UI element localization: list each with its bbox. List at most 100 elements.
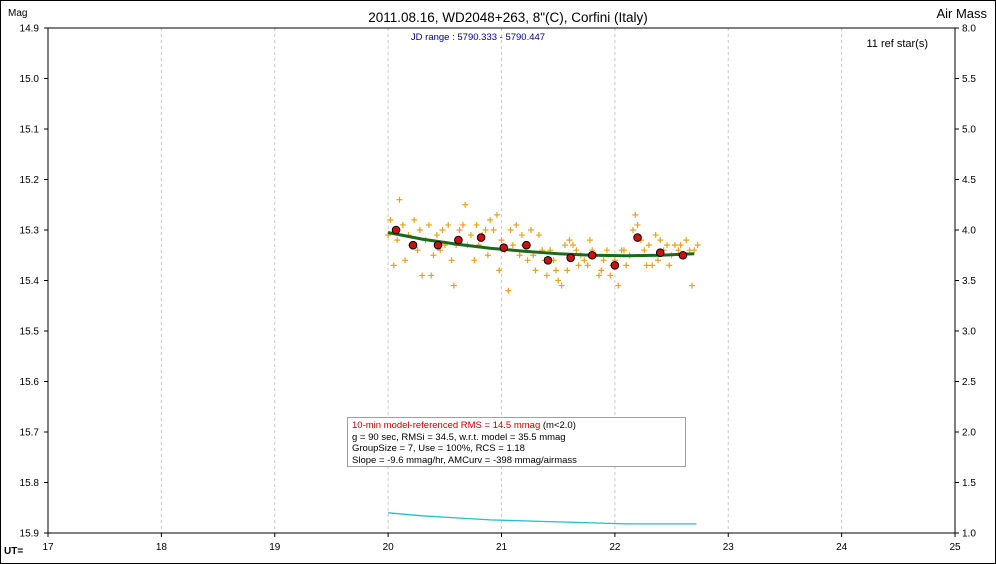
y-tick-label: 15.7 xyxy=(20,428,40,439)
data-point xyxy=(581,257,588,264)
y-tick-label: 15.9 xyxy=(20,529,40,540)
right-tick-label: 3.5 xyxy=(962,276,976,287)
x-tick-label: 25 xyxy=(949,542,961,553)
right-tick-label: 1.5 xyxy=(962,478,976,489)
data-point xyxy=(664,242,671,249)
data-point xyxy=(596,272,603,279)
data-point xyxy=(471,257,478,264)
x-tick-label: 19 xyxy=(269,542,281,553)
x-tick-label: 24 xyxy=(836,542,848,553)
right-tick-label: 5.0 xyxy=(962,125,976,136)
right-tick-label: 8.0 xyxy=(962,24,976,35)
data-point xyxy=(652,232,659,239)
data-point xyxy=(448,257,455,264)
data-point xyxy=(445,221,452,228)
rms-condition: (m<2.0) xyxy=(540,420,576,431)
data-point xyxy=(598,267,605,274)
data-point xyxy=(666,262,673,269)
average-point xyxy=(408,240,418,250)
average-point xyxy=(633,233,642,242)
data-point xyxy=(416,227,423,233)
average-point xyxy=(566,253,575,263)
x-tick-label: 20 xyxy=(383,542,395,553)
data-point xyxy=(439,227,446,233)
data-point xyxy=(505,287,512,294)
x-tick-label: 22 xyxy=(609,542,621,553)
data-point xyxy=(615,282,622,289)
data-point xyxy=(555,277,562,284)
data-point xyxy=(532,267,539,274)
data-point xyxy=(456,227,463,233)
right-tick-label: 2.0 xyxy=(962,428,976,439)
data-point xyxy=(671,242,678,249)
data-point xyxy=(654,257,661,264)
average-point xyxy=(543,256,553,265)
data-point xyxy=(527,227,534,233)
data-point xyxy=(394,237,401,244)
data-point xyxy=(433,232,440,239)
stats-line-1: 10-min model-referenced RMS = 14.5 mmag … xyxy=(352,420,681,432)
average-point xyxy=(476,233,486,242)
rms-text: 10-min model-referenced RMS = 14.5 mmag xyxy=(352,420,541,431)
data-point xyxy=(623,262,630,269)
average-point xyxy=(522,240,531,250)
stats-line-2: g = 90 sec, RMSi = 34.5, w.r.t. model = … xyxy=(352,431,566,443)
data-point xyxy=(467,232,474,239)
average-point xyxy=(499,243,509,252)
data-point xyxy=(620,247,627,254)
data-point xyxy=(482,227,489,233)
data-point xyxy=(573,247,580,254)
data-point xyxy=(630,227,637,233)
data-point xyxy=(657,237,664,244)
data-point xyxy=(649,262,656,269)
x-axis-label: UT= xyxy=(4,546,23,557)
data-point xyxy=(487,216,494,223)
average-point xyxy=(587,250,597,260)
data-point xyxy=(561,242,568,249)
data-point xyxy=(603,247,610,254)
y-tick-label: 14.9 xyxy=(20,24,40,35)
stats-line-4: Slope = -9.6 mmag/hr, AMCurv = -398 mmag… xyxy=(352,454,577,466)
data-point xyxy=(387,216,394,223)
data-point xyxy=(645,242,652,249)
data-point xyxy=(399,221,406,228)
avg-layer xyxy=(391,225,688,270)
data-point xyxy=(524,257,531,264)
left-axis-label: Mag xyxy=(8,8,27,19)
x-tick-label: 18 xyxy=(156,542,168,553)
y-tick-label: 15.3 xyxy=(20,226,40,237)
average-point xyxy=(433,240,443,250)
data-point xyxy=(675,247,682,254)
data-point xyxy=(507,227,514,233)
right-tick-label: 2.5 xyxy=(962,377,976,388)
right-tick-label: 1.0 xyxy=(962,529,976,540)
x-tick-label: 17 xyxy=(42,542,54,553)
stats-legend: 10-min model-referenced RMS = 14.5 mmag … xyxy=(347,417,686,467)
average-point xyxy=(454,235,463,245)
data-point xyxy=(473,221,480,228)
airmass-curve xyxy=(388,512,697,525)
data-point xyxy=(402,257,409,264)
x-tick-label: 23 xyxy=(723,542,735,553)
data-point xyxy=(569,242,576,249)
data-point xyxy=(459,221,466,228)
average-point xyxy=(610,261,620,270)
data-point xyxy=(496,267,503,274)
data-point xyxy=(607,272,614,279)
data-point xyxy=(632,211,639,218)
y-tick-label: 15.2 xyxy=(20,175,40,186)
data-point xyxy=(425,221,432,228)
right-tick-label: 4.5 xyxy=(962,175,976,186)
y-tick-label: 15.4 xyxy=(20,276,40,287)
average-point xyxy=(678,250,688,260)
data-point xyxy=(677,242,684,249)
data-point xyxy=(564,267,571,274)
data-point xyxy=(428,272,435,279)
right-axis-label: Air Mass xyxy=(936,6,987,21)
data-point xyxy=(493,211,500,218)
data-point xyxy=(694,242,701,249)
data-point xyxy=(513,221,520,228)
data-point xyxy=(558,282,565,289)
data-point xyxy=(430,252,437,259)
